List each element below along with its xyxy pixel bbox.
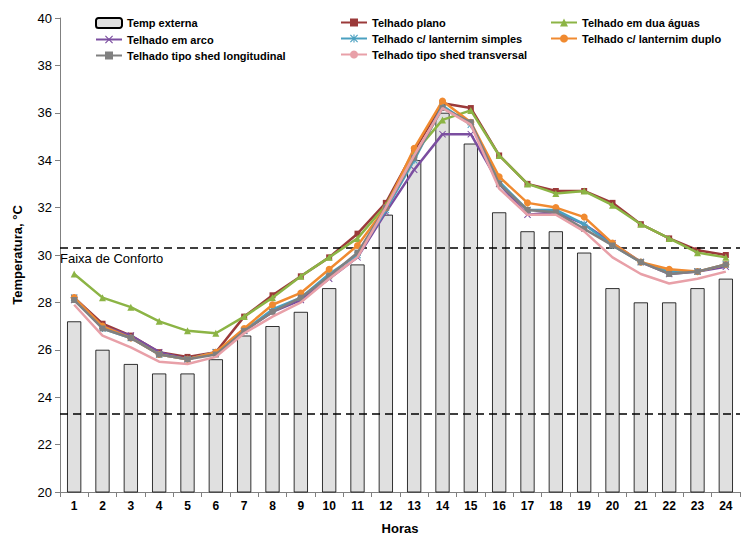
svg-text:2: 2 <box>99 499 106 513</box>
svg-text:21: 21 <box>634 499 648 513</box>
svg-text:10: 10 <box>322 499 336 513</box>
svg-text:6: 6 <box>212 499 219 513</box>
svg-text:36: 36 <box>38 105 52 120</box>
svg-text:24: 24 <box>38 390 52 405</box>
svg-text:Telhado tipo shed transversal: Telhado tipo shed transversal <box>372 49 527 61</box>
svg-text:28: 28 <box>38 295 52 310</box>
svg-text:19: 19 <box>577 499 591 513</box>
svg-text:22: 22 <box>662 499 676 513</box>
svg-text:24: 24 <box>719 499 733 513</box>
svg-text:Faixa de Conforto: Faixa de Conforto <box>60 251 163 266</box>
svg-text:15: 15 <box>464 499 478 513</box>
svg-text:Telhado plano: Telhado plano <box>372 17 446 29</box>
svg-text:Telhado c/ lanternim simples: Telhado c/ lanternim simples <box>372 33 522 45</box>
svg-text:1: 1 <box>71 499 78 513</box>
svg-text:5: 5 <box>184 499 191 513</box>
svg-text:20: 20 <box>38 485 52 500</box>
svg-text:17: 17 <box>521 499 535 513</box>
svg-text:4: 4 <box>156 499 163 513</box>
svg-text:Horas: Horas <box>382 521 419 536</box>
svg-text:Temperatura, °C: Temperatura, °C <box>10 205 25 305</box>
svg-text:34: 34 <box>38 153 52 168</box>
svg-text:8: 8 <box>269 499 276 513</box>
svg-text:11: 11 <box>351 499 364 513</box>
svg-text:16: 16 <box>492 499 506 513</box>
svg-text:23: 23 <box>691 499 705 513</box>
svg-text:Telhado em dua águas: Telhado em dua águas <box>582 17 700 29</box>
svg-text:14: 14 <box>436 499 450 513</box>
svg-text:Telhado c/ lanternim duplo: Telhado c/ lanternim duplo <box>582 33 721 45</box>
svg-text:40: 40 <box>38 11 52 26</box>
svg-text:18: 18 <box>549 499 563 513</box>
svg-text:Telhado tipo shed longitudinal: Telhado tipo shed longitudinal <box>127 50 286 62</box>
svg-text:7: 7 <box>241 499 248 513</box>
svg-text:3: 3 <box>127 499 134 513</box>
svg-text:22: 22 <box>38 437 52 452</box>
svg-text:Temp externa: Temp externa <box>127 17 199 29</box>
svg-text:26: 26 <box>38 342 52 357</box>
svg-text:12: 12 <box>379 499 393 513</box>
svg-text:9: 9 <box>297 499 304 513</box>
svg-text:32: 32 <box>38 200 52 215</box>
svg-text:Telhado em arco: Telhado em arco <box>127 34 214 46</box>
svg-text:20: 20 <box>606 499 620 513</box>
svg-text:30: 30 <box>38 248 52 263</box>
svg-text:38: 38 <box>38 58 52 73</box>
svg-text:13: 13 <box>407 499 421 513</box>
